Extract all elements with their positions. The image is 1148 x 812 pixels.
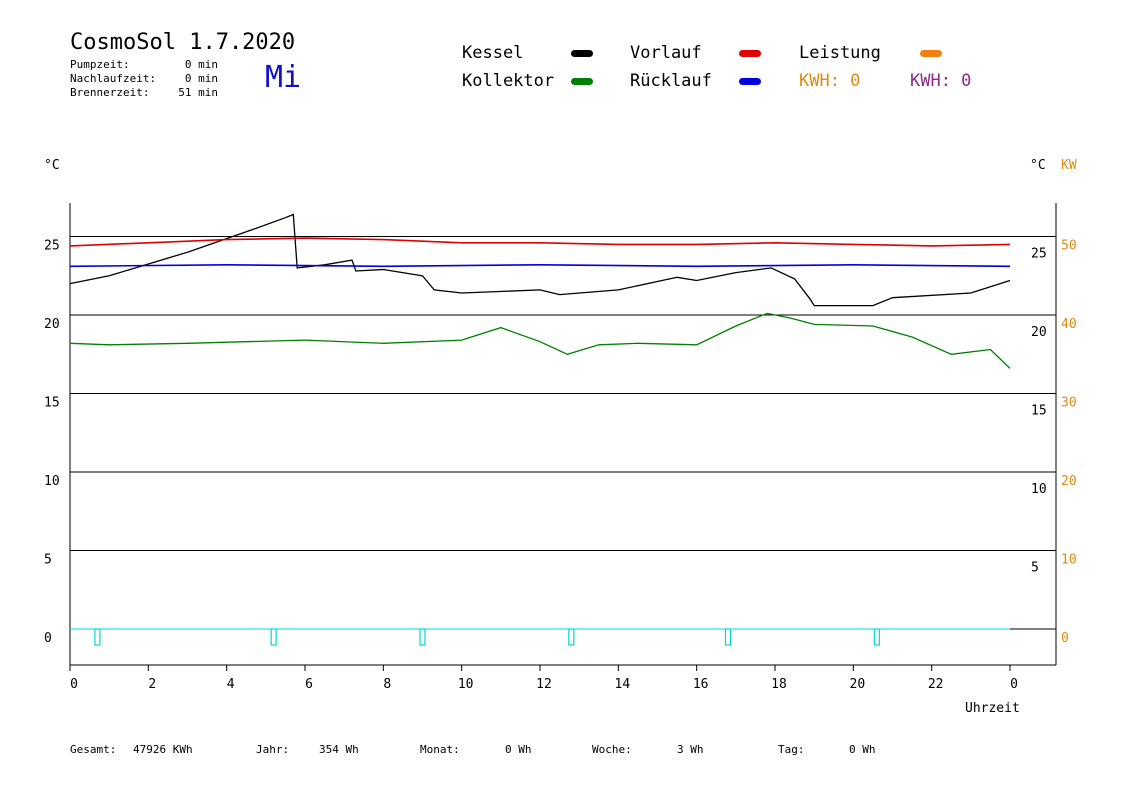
footer-gesamt-label: Gesamt: [70, 743, 117, 756]
kwh-left-label: KWH: 0 [799, 71, 861, 91]
x-tick-label: 0 [70, 677, 78, 692]
x-tick-label: 14 [615, 677, 631, 692]
x-tick-label: 6 [305, 677, 313, 692]
legend-leistung-swatch [920, 50, 942, 57]
legend-vorlauf-swatch [739, 50, 761, 57]
x-tick-label: 18 [771, 677, 787, 692]
legend-leistung-label: Leistung [799, 43, 881, 63]
left-tick-label: 25 [44, 239, 60, 254]
x-tick-label: 4 [227, 677, 235, 692]
kwh-right-label: KWH: 0 [910, 71, 972, 91]
footer-monat-label: Monat: [420, 743, 460, 756]
footer-woche-label: Woche: [592, 743, 632, 756]
right-tick-label-c: 25 [1031, 247, 1047, 262]
right-tick-label-c: 10 [1031, 482, 1047, 497]
pump-pulse [419, 628, 426, 646]
stat-value-brennerzeit: 51 min [178, 86, 218, 99]
x-axis-label: Uhrzeit [965, 701, 1020, 716]
footer-tag-label: Tag: [778, 743, 805, 756]
page-title: CosmoSol 1.7.2020 [70, 30, 296, 55]
right-tick-label-c: 20 [1031, 325, 1047, 340]
footer-gesamt-value: 47926 KWh [133, 743, 193, 756]
footer-tag-value: 0 Wh [849, 743, 876, 756]
pump-pulse [94, 628, 101, 646]
footer-woche-value: 3 Wh [677, 743, 704, 756]
left-axis-unit: °C [44, 158, 60, 173]
footer-jahr-label: Jahr: [256, 743, 290, 756]
x-tick-label: 2 [148, 677, 156, 692]
legend-vorlauf-label: Vorlauf [630, 43, 702, 63]
x-tick-label: 8 [383, 677, 391, 692]
stat-value-nachlaufzeit: 0 min [184, 72, 218, 85]
pump-pulse [568, 628, 575, 646]
right-tick-label-kw: 0 [1061, 631, 1069, 646]
right-tick-label-kw: 10 [1061, 553, 1077, 568]
right-tick-label-kw: 40 [1061, 317, 1077, 332]
legend-kessel-swatch [571, 50, 593, 57]
left-tick-label: 5 [44, 553, 52, 568]
left-tick-label: 10 [44, 474, 60, 489]
series-line-vorlauf [69, 237, 1011, 247]
x-tick-label: 0 [1010, 677, 1018, 692]
x-tick-label: 10 [458, 677, 474, 692]
x-tick-label: 16 [693, 677, 709, 692]
series-line-kessel [69, 213, 1011, 307]
x-tick-label: 20 [850, 677, 866, 692]
stat-label-pumpzeit: Pumpzeit: [70, 58, 130, 71]
legend-kessel-label: Kessel [462, 43, 524, 63]
right-tick-label-c: 5 [1031, 561, 1039, 576]
footer-monat-value: 0 Wh [505, 743, 532, 756]
right-axis-unit-kw: KW [1061, 158, 1077, 173]
legend-ruecklauf-swatch [739, 78, 761, 85]
pump-pulse [873, 628, 880, 646]
right-tick-label-kw: 20 [1061, 474, 1077, 489]
left-tick-label: 20 [44, 317, 60, 332]
right-axis-unit: °C [1030, 158, 1046, 173]
stat-value-pumpzeit: 0 min [184, 58, 218, 71]
stat-label-nachlaufzeit: Nachlaufzeit: [70, 72, 157, 85]
stat-label-brennerzeit: Brennerzeit: [70, 86, 150, 99]
legend-kollektor-label: Kollektor [462, 71, 555, 91]
legend-kollektor-swatch [571, 78, 593, 85]
x-tick-label: 12 [536, 677, 552, 692]
legend-ruecklauf-label: Rücklauf [630, 71, 712, 91]
left-tick-label: 0 [44, 631, 52, 646]
pump-pulse [270, 628, 277, 646]
series-line-ruecklauf [69, 263, 1011, 268]
weekday-label: Mi [265, 60, 302, 95]
right-tick-label-c: 15 [1031, 404, 1047, 419]
footer-jahr-value: 354 Wh [319, 743, 359, 756]
pump-pulse [724, 628, 732, 646]
left-tick-label: 15 [44, 396, 60, 411]
series-line-kollektor [69, 312, 1011, 369]
right-tick-label-kw: 50 [1061, 239, 1077, 254]
right-tick-label-kw: 30 [1061, 396, 1077, 411]
x-tick-label: 22 [928, 677, 944, 692]
